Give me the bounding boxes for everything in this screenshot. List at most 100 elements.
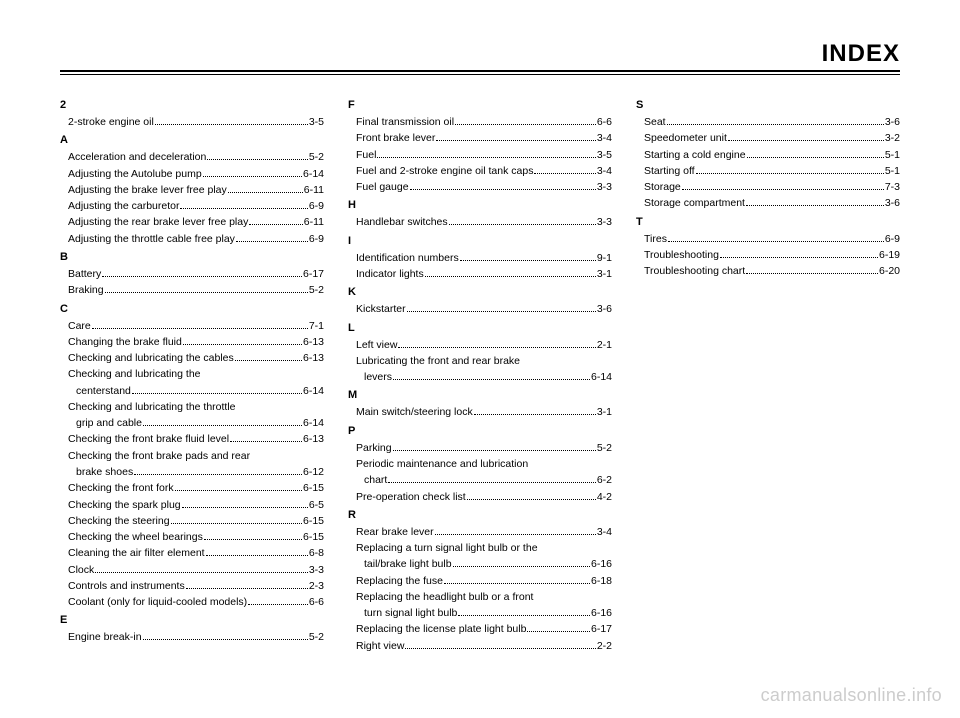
- index-entry-page: 3-4: [597, 524, 612, 540]
- index-entry-dots: [668, 241, 884, 242]
- index-entry-dots: [171, 523, 302, 524]
- index-entry-dots: [388, 482, 595, 483]
- index-entry-page: 6-14: [303, 383, 324, 399]
- index-entry-label: Identification numbers: [356, 250, 459, 266]
- index-letter-heading: L: [348, 320, 612, 337]
- index-entry: Front brake lever3-4: [348, 130, 612, 146]
- index-column: SSeat3-6Speedometer unit3-2Starting a co…: [636, 95, 900, 654]
- index-entry: Care7-1: [60, 318, 324, 334]
- index-entry-page: 5-2: [309, 149, 324, 165]
- index-entry-dots: [182, 507, 308, 508]
- index-entry-dots: [449, 224, 596, 225]
- index-entry-dots: [455, 124, 596, 125]
- index-entry-dots: [458, 615, 590, 616]
- index-entry: Tires6-9: [636, 231, 900, 247]
- index-entry-dots: [393, 379, 590, 380]
- index-entry-label: Replacing the headlight bulb or a front: [356, 589, 533, 605]
- index-entry-dots: [405, 648, 595, 649]
- index-entry-page: 3-4: [597, 163, 612, 179]
- index-letter-heading: C: [60, 301, 324, 318]
- index-entry: levers6-14: [348, 369, 612, 385]
- index-entry-page: 7-3: [885, 179, 900, 195]
- index-entry-label: Handlebar switches: [356, 214, 448, 230]
- index-entry: 2-stroke engine oil3-5: [60, 114, 324, 130]
- index-entry: Pre-operation check list4-2: [348, 489, 612, 505]
- index-entry: Fuel gauge3-3: [348, 179, 612, 195]
- index-entry: Controls and instruments2-3: [60, 578, 324, 594]
- index-entry: Checking the spark plug6-5: [60, 497, 324, 513]
- index-entry-dots: [407, 311, 596, 312]
- index-entry-page: 6-13: [303, 431, 324, 447]
- index-entry-dots: [204, 539, 302, 540]
- index-entry-label: Acceleration and deceleration: [68, 149, 206, 165]
- index-entry: Kickstarter3-6: [348, 301, 612, 317]
- index-entry-label: Replacing a turn signal light bulb or th…: [356, 540, 538, 556]
- index-entry-dots: [207, 159, 307, 160]
- index-entry-dots: [720, 257, 878, 258]
- index-entry: Engine break-in5-2: [60, 629, 324, 645]
- index-entry-dots: [444, 583, 590, 584]
- index-entry: Replacing the license plate light bulb6-…: [348, 621, 612, 637]
- index-entry-page: 9-1: [597, 250, 612, 266]
- index-entry-dots: [696, 173, 884, 174]
- index-entry-page: 6-8: [309, 545, 324, 561]
- index-entry-label: Checking the front fork: [68, 480, 174, 496]
- index-entry-page: 5-2: [309, 282, 324, 298]
- index-entry: Adjusting the brake lever free play6-11: [60, 182, 324, 198]
- index-entry: Changing the brake fluid6-13: [60, 334, 324, 350]
- index-entry-label: Battery: [68, 266, 101, 282]
- index-entry: Acceleration and deceleration 5-2: [60, 149, 324, 165]
- index-entry-dots: [228, 192, 303, 193]
- index-entry-page: 6-13: [303, 350, 324, 366]
- index-entry-page: 2-1: [597, 337, 612, 353]
- index-entry-label: Front brake lever: [356, 130, 435, 146]
- index-entry-label: Fuel: [356, 147, 376, 163]
- index-entry: Handlebar switches 3-3: [348, 214, 612, 230]
- index-entry-page: 6-14: [303, 166, 324, 182]
- index-entry-dots: [143, 639, 308, 640]
- index-entry-dots: [534, 173, 595, 174]
- index-entry-dots: [132, 393, 302, 394]
- index-entry-dots: [186, 588, 308, 589]
- index-entry-page: 3-1: [597, 404, 612, 420]
- index-entry-dots: [134, 474, 302, 475]
- index-entry-label: Adjusting the brake lever free play: [68, 182, 227, 198]
- index-letter-heading: E: [60, 612, 324, 629]
- index-entry-page: 3-3: [309, 562, 324, 578]
- index-entry-dots: [746, 205, 884, 206]
- index-entry: Adjusting the rear brake lever free play…: [60, 214, 324, 230]
- index-entry: Left view2-1: [348, 337, 612, 353]
- index-entry-label: chart: [364, 472, 387, 488]
- index-letter-heading: H: [348, 197, 612, 214]
- index-entry-label: Coolant (only for liquid-cooled models): [68, 594, 247, 610]
- index-entry-dots: [746, 273, 878, 274]
- index-letter-heading: R: [348, 507, 612, 524]
- index-entry-label: Starting off: [644, 163, 695, 179]
- index-entry: Checking and lubricating the cables 6-13: [60, 350, 324, 366]
- index-entry-label: Adjusting the throttle cable free play: [68, 231, 235, 247]
- index-letter-heading: P: [348, 423, 612, 440]
- index-entry: Seat3-6: [636, 114, 900, 130]
- index-entry-label: Replacing the fuse: [356, 573, 443, 589]
- index-letter-heading: 2: [60, 97, 324, 114]
- index-entry-dots: [230, 441, 302, 442]
- index-entry-label: Checking the front brake fluid level: [68, 431, 229, 447]
- index-entry-label: Checking and lubricating the cables: [68, 350, 234, 366]
- index-entry-page: 6-13: [303, 334, 324, 350]
- index-entry-page: 3-3: [597, 214, 612, 230]
- index-entry-page: 7-1: [309, 318, 324, 334]
- index-entry: Starting off5-1: [636, 163, 900, 179]
- document-page: INDEX 22-stroke engine oil3-5AAccelerati…: [0, 0, 960, 674]
- index-entry-page: 6-12: [303, 464, 324, 480]
- index-entry-label: Final transmission oil: [356, 114, 454, 130]
- index-letter-heading: A: [60, 132, 324, 149]
- index-entry: brake shoes6-12: [60, 464, 324, 480]
- index-entry-label: Kickstarter: [356, 301, 406, 317]
- index-entry: Right view2-2: [348, 638, 612, 654]
- index-entry: Checking the steering6-15: [60, 513, 324, 529]
- index-entry-label: Adjusting the Autolube pump: [68, 166, 202, 182]
- index-entry: Troubleshooting6-19: [636, 247, 900, 263]
- index-entry-label: Fuel and 2-stroke engine oil tank caps: [356, 163, 533, 179]
- index-entry-label: Braking: [68, 282, 104, 298]
- index-entry-page: 6-15: [303, 513, 324, 529]
